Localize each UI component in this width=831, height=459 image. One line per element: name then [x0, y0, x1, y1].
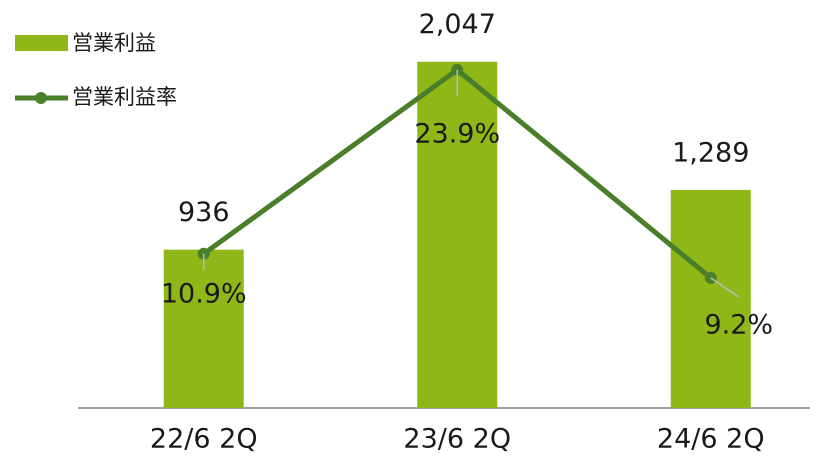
bar-label: 936 — [178, 197, 230, 228]
legend-label: 営業利益率 — [72, 85, 177, 109]
x-tick-label: 23/6 2Q — [403, 424, 511, 455]
bar-label: 1,289 — [672, 137, 749, 168]
x-tick-label: 22/6 2Q — [150, 424, 258, 455]
bar — [163, 249, 244, 408]
line-label: 9.2% — [704, 309, 773, 340]
bar — [670, 189, 751, 408]
legend-label: 営業利益 — [72, 31, 156, 55]
legend-swatch — [15, 35, 68, 51]
bar-label: 2,047 — [419, 9, 496, 40]
line-label: 23.9% — [414, 118, 500, 149]
legend-marker — [35, 92, 47, 104]
bar — [417, 61, 498, 409]
x-tick-label: 24/6 2Q — [657, 424, 765, 455]
leader-line — [710, 277, 740, 298]
line-label: 10.9% — [161, 278, 247, 309]
